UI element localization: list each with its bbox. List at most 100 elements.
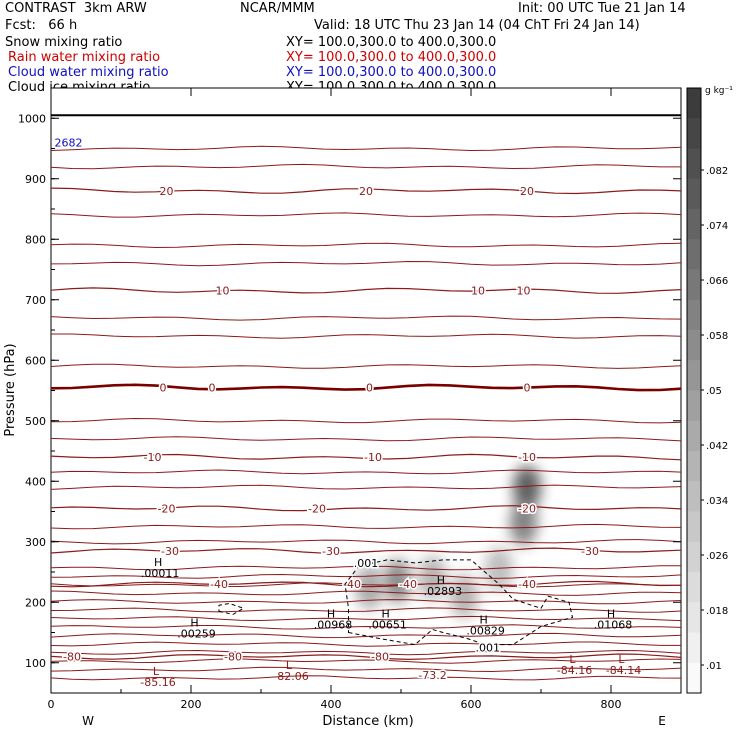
colorbar-segment — [687, 662, 701, 694]
temperature-contour-labeled — [51, 287, 681, 294]
temperature-contour — [51, 599, 681, 605]
extremum-value: .00011 — [141, 567, 180, 580]
model-title: CONTRAST 3km ARW — [5, 1, 147, 16]
temperature-contour — [51, 675, 681, 681]
contour-label: 10 — [216, 285, 230, 298]
y-tick-label: 600 — [25, 354, 46, 367]
contour-label: -40 — [210, 578, 228, 591]
temperature-contour — [51, 624, 681, 630]
temperature-contour — [51, 582, 681, 588]
contour-label: -30 — [581, 545, 599, 558]
extremum-kind-H: H — [154, 556, 162, 569]
colorbar-segment — [687, 239, 701, 270]
y-tick-label: 900 — [25, 173, 46, 186]
temperature-contour-labeled — [51, 547, 681, 554]
temperature-contour — [51, 539, 681, 545]
contour-label: -30 — [161, 545, 179, 558]
extremum-kind-L: L — [286, 659, 293, 672]
temperature-contour — [51, 590, 681, 596]
extremum-value: -82.06 — [273, 670, 308, 683]
temperature-contour — [51, 666, 681, 673]
y-tick-label: 700 — [25, 294, 46, 307]
extremum-kind-L: L — [618, 653, 625, 666]
y-tick-label: 100 — [25, 657, 46, 670]
init-time: Init: 00 UTC Tue 21 Jan 14 — [518, 1, 686, 16]
x-tick-label: 200 — [181, 698, 202, 711]
colorbar-label: .066 — [706, 276, 728, 287]
temperature-contour-labeled — [51, 580, 681, 588]
colorbar-label: .042 — [706, 441, 728, 452]
extremum-kind-H: H — [479, 613, 487, 626]
snow-shade-blob — [513, 465, 541, 510]
colorbar-label: .026 — [706, 551, 728, 562]
extremum-kind-H: H — [381, 607, 389, 620]
annotation-label: -73.2 — [418, 669, 446, 682]
x-axis-label: Distance (km) — [322, 714, 413, 729]
west-label: W — [82, 714, 94, 728]
cloud-ice-contour — [218, 602, 245, 615]
colorbar-segment — [687, 541, 701, 573]
temperature-contour — [51, 649, 681, 656]
colorbar-segment — [687, 269, 701, 301]
forecast-hour: Fcst: 66 h — [5, 18, 78, 33]
colorbar-segment — [687, 209, 701, 240]
temperature-contour — [51, 163, 681, 170]
colorbar-segment — [687, 178, 701, 210]
colorbar-segment — [687, 330, 701, 361]
extremum-kind-H: H — [607, 607, 615, 620]
extremum-value: .00829 — [466, 624, 505, 637]
colorbar-label: .074 — [706, 221, 728, 232]
annotation-label: .001 — [476, 642, 501, 655]
contour-label: 0 — [524, 381, 531, 394]
temperature-contour — [51, 632, 681, 639]
colorbar-segment — [687, 572, 701, 603]
temperature-contour — [51, 212, 681, 218]
temperature-contour-labeled — [51, 653, 681, 661]
extremum-value: .01068 — [594, 618, 633, 631]
contour-label: -10 — [364, 451, 382, 464]
temperature-contour — [51, 333, 681, 339]
temperature-contour — [51, 523, 681, 530]
colorbar-label: .05 — [706, 386, 722, 397]
colorbar-segment — [687, 481, 701, 512]
temperature-contour — [51, 145, 681, 152]
field-label-cloud-water: Cloud water mixing ratio — [8, 65, 169, 80]
field-label-snow: Snow mixing ratio — [5, 35, 123, 50]
contour-label: -40 — [343, 578, 361, 591]
temperature-contour — [51, 641, 681, 647]
y-tick-label: 400 — [25, 475, 46, 488]
extremum-value: .00259 — [177, 627, 216, 640]
colorbar-label: .018 — [706, 606, 728, 617]
temperature-contour — [51, 363, 681, 369]
field-label-rain: Rain water mixing ratio — [8, 50, 161, 65]
temperature-contour — [51, 565, 681, 571]
y-axis-label: Pressure (hPa) — [3, 343, 18, 436]
extremum-value: -85.16 — [140, 676, 175, 689]
temperature-contour-labeled — [51, 187, 681, 195]
colorbar-label: .034 — [706, 496, 728, 507]
contour-label: -10 — [144, 451, 162, 464]
field-xy-rain: XY= 100.0,300.0 to 400.0,300.0 — [286, 50, 497, 65]
temperature-contour — [51, 260, 681, 267]
temperature-contour-labeled — [51, 383, 681, 392]
x-tick-label: 600 — [461, 698, 482, 711]
y-tick-label: 500 — [25, 415, 46, 428]
extremum-kind-H: H — [437, 574, 445, 587]
y-tick-label: 200 — [25, 596, 46, 609]
contour-label: 0 — [366, 381, 373, 394]
x-tick-label: 400 — [321, 698, 342, 711]
extremum-value: .00651 — [368, 618, 407, 631]
colorbar-segment — [687, 360, 701, 391]
temperature-contour — [51, 417, 681, 424]
valid-time: Valid: 18 UTC Thu 23 Jan 14 (04 ChT Fri … — [314, 18, 640, 33]
colorbar-unit: g kg⁻¹ — [705, 86, 733, 96]
colorbar-segment — [687, 148, 701, 180]
colorbar-label: .058 — [706, 331, 728, 342]
extremum-value: -84.16 — [557, 664, 592, 677]
contour-label: -80 — [63, 651, 81, 664]
temperature-contour-labeled — [51, 453, 681, 461]
snow-shade-blob — [418, 556, 447, 601]
colorbar-segment — [687, 511, 701, 543]
colorbar-segment — [687, 420, 701, 452]
